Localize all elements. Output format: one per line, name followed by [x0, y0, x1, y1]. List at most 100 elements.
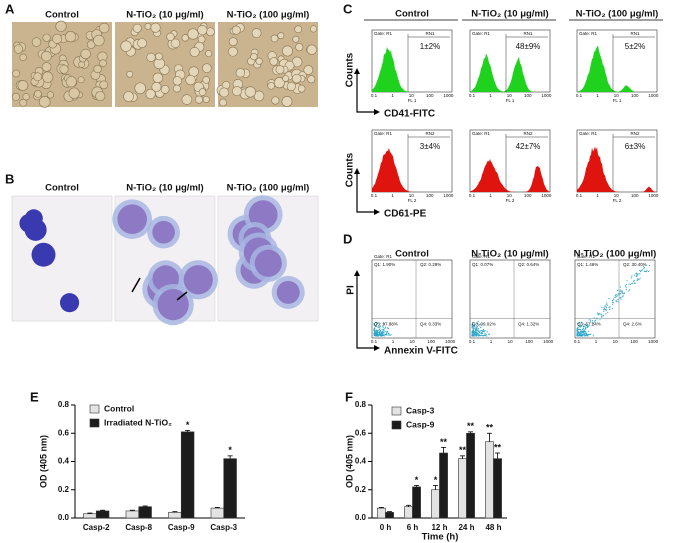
cell — [33, 72, 43, 82]
percent-label: 42±7% — [516, 142, 541, 151]
cell — [235, 68, 246, 78]
event — [620, 297, 622, 299]
event — [631, 282, 633, 284]
event — [604, 308, 606, 311]
significance: ** — [467, 421, 475, 431]
event — [621, 296, 623, 298]
panel-title: N-TiO₂ (100 μg/ml) — [227, 10, 310, 21]
gate-label: Gate: R1 — [374, 131, 393, 136]
quadrant-label: Q3: 97.88% — [374, 322, 398, 327]
bar — [458, 458, 467, 519]
y-tick-label: 0.2 — [355, 485, 367, 494]
micrograph — [218, 22, 318, 107]
event — [581, 335, 583, 337]
event — [606, 304, 609, 306]
panel-label: A — [5, 1, 15, 16]
percent-label: 5±2% — [625, 42, 645, 51]
significance: * — [186, 420, 190, 430]
percent-label: 3±4% — [420, 142, 440, 151]
x-tick-label: Casp-8 — [125, 523, 152, 532]
event — [617, 293, 620, 295]
event — [581, 325, 583, 327]
cell — [146, 52, 156, 62]
axis-label: FL 1 — [506, 98, 515, 103]
event — [607, 311, 609, 314]
event — [608, 306, 610, 309]
region-label: RN2 — [425, 131, 434, 136]
event — [619, 290, 621, 292]
event — [625, 288, 627, 290]
event — [478, 331, 481, 334]
event — [488, 333, 490, 335]
axis-label: FL 2 — [408, 198, 417, 203]
event — [473, 325, 476, 327]
bar — [493, 458, 502, 519]
event — [617, 298, 619, 301]
axis-label: FL 1 — [408, 98, 417, 103]
cell — [202, 63, 212, 73]
axis-label: FL 2 — [613, 198, 622, 203]
axis-label: FL 1 — [613, 98, 622, 103]
y-tick-label: 0.0 — [58, 513, 70, 522]
event — [619, 292, 621, 294]
cell — [291, 73, 302, 84]
event — [632, 282, 634, 284]
cell — [282, 45, 293, 57]
cell — [202, 76, 210, 84]
cell — [12, 69, 21, 78]
event — [605, 306, 607, 308]
event — [576, 334, 578, 337]
event — [633, 274, 635, 276]
tick-label: 100 — [631, 193, 639, 198]
nucleus — [31, 242, 56, 267]
event — [472, 335, 475, 337]
cell — [68, 87, 80, 99]
y-label: Counts — [345, 152, 356, 187]
event — [373, 324, 375, 326]
event — [621, 292, 623, 294]
event — [641, 269, 643, 271]
tick-label: 0.1 — [574, 339, 581, 344]
event — [618, 294, 620, 296]
panel-title: N-TiO₂ (10 μg/ml) — [126, 183, 203, 194]
event — [583, 323, 585, 325]
event — [477, 335, 479, 337]
event — [601, 306, 603, 309]
event — [381, 325, 384, 327]
event — [624, 285, 626, 287]
cell — [38, 96, 51, 108]
histogram — [372, 147, 452, 192]
cell — [41, 50, 52, 62]
significance: * — [228, 445, 232, 455]
tick-label: 1000 — [541, 193, 552, 198]
event — [577, 333, 579, 335]
event — [377, 322, 379, 325]
event — [576, 331, 578, 333]
legend-swatch — [89, 418, 100, 428]
gate-label: Gate: R1 — [374, 31, 393, 36]
quadrant-label: Q1: 0.07% — [472, 262, 493, 267]
cell — [65, 76, 77, 88]
event — [475, 335, 477, 337]
legend-label: Control — [104, 403, 134, 413]
tick-label: 10 — [613, 339, 619, 344]
event — [629, 289, 631, 291]
nucleus — [276, 280, 300, 304]
bar — [180, 431, 195, 519]
event — [602, 315, 605, 317]
event — [578, 328, 580, 331]
cell — [170, 38, 181, 49]
significance: ** — [494, 442, 502, 452]
event — [584, 333, 587, 335]
event — [613, 298, 615, 300]
event — [630, 277, 632, 279]
event — [589, 333, 591, 336]
event — [631, 275, 633, 277]
cell — [189, 47, 200, 58]
tick-label: 0.1 — [371, 193, 378, 198]
event — [645, 270, 648, 273]
tick-label: 10 — [507, 93, 513, 98]
significance: ** — [486, 423, 494, 433]
panel-label: F — [345, 389, 353, 404]
quadrant-label: Q2: 0.29% — [420, 262, 441, 267]
